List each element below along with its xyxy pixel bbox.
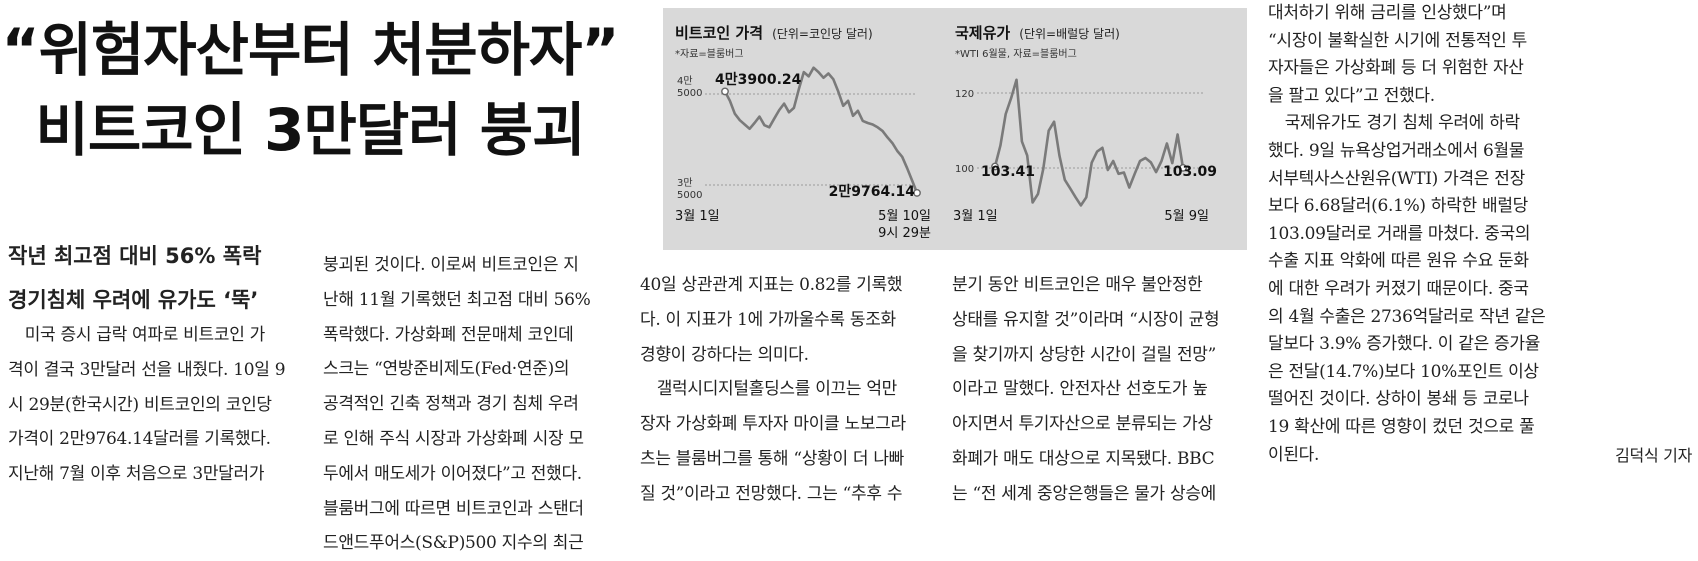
btc-title: 비트코인 가격	[675, 24, 763, 42]
article-column-3: 40일 상관관계 지표는 0.82를 기록했 다. 이 지표가 1에 가까울수록…	[640, 268, 935, 512]
text-line: 미국 증시 급락 여파로 비트코인 가	[8, 325, 266, 345]
btc-end-point	[913, 189, 921, 197]
text-line: 의 4월 수출은 2736억달러로 작년 같은	[1268, 306, 1546, 327]
text-line: 상태를 유지할 것”이라며 “시장이 균형	[952, 309, 1220, 330]
btc-line	[723, 66, 919, 194]
headline-line-1: “위험자산부터 처분하자”	[1, 16, 619, 84]
oil-start-label: 103.41	[981, 164, 1035, 180]
oil-end-point	[1179, 163, 1187, 172]
article-column-2: 붕괴된 것이다. 이로써 비트코인은 지 난해 11월 기록했던 최고점 대비 …	[323, 248, 621, 561]
text-line: 붕괴된 것이다. 이로써 비트코인은 지	[323, 255, 579, 275]
oil-unit: (단위=배럴당 달러)	[1019, 27, 1120, 41]
byline: 김덕식 기자	[1615, 445, 1692, 465]
oil-line	[993, 78, 1185, 207]
chart-panel: 비트코인 가격 (단위=코인당 달러) *자료=블룸버그 4만 5000 3만 50…	[663, 8, 1247, 250]
subheads: 작년 최고점 대비 56% 폭락 경기침체 우려에 유가도 ‘뚝’	[8, 234, 308, 322]
text-line: 질 것”이라고 전망했다. 그는 “추후 수	[640, 483, 903, 504]
text-line: 국제유가도 경기 침체 우려에 하락	[1268, 113, 1520, 134]
text-line: 이라고 말했다. 안전자산 선호도가 높	[952, 379, 1208, 400]
text-line: 갤럭시디지털홀딩스를 이끄는 억만	[640, 379, 898, 400]
text-line: 40일 상관관계 지표는 0.82를 기록했	[640, 275, 903, 295]
article-column-4: 분기 동안 비트코인은 매우 불안정한 상태를 유지할 것”이라며 “시장이 균…	[952, 268, 1247, 512]
text-line: 로 인해 주식 시장과 가상화폐 시장 모	[323, 428, 584, 449]
text-line: 두에서 매도세가 이어졌다”고 전했다.	[323, 463, 582, 484]
oil-xlabel-end: 5월 9일	[1164, 209, 1209, 224]
text-line: 이된다.	[1268, 444, 1320, 465]
text-line-last: 이된다. 김덕식 기자	[1268, 442, 1692, 470]
text-line: 드앤드푸어스(S&P)500 지수의 최근	[323, 533, 584, 554]
text-line: 아지면서 투기자산으로 분류되는 가상	[952, 414, 1213, 435]
text-line: 공격적인 긴축 정책과 경기 침체 우려	[323, 394, 579, 415]
btc-start-point	[721, 87, 729, 96]
text-line: 19 확산에 따른 영향이 컸던 것으로 풀	[1268, 416, 1535, 437]
btc-ytick-2: 3만 5000	[677, 177, 702, 201]
text-line: 츠는 블룸버그를 통해 “상황이 더 나빠	[640, 448, 905, 469]
text-line: 경향이 강하다는 의미다.	[640, 344, 809, 365]
text-line: 대처하기 위해 금리를 인상했다”며	[1268, 3, 1507, 23]
btc-xlabel-start: 3월 1일	[675, 209, 720, 224]
oil-series	[991, 78, 1187, 207]
btc-chart-title: 비트코인 가격 (단위=코인당 달러)	[675, 23, 873, 42]
oil-title: 국제유가	[955, 24, 1010, 42]
oil-xlabel-start: 3월 1일	[953, 209, 998, 224]
subhead-2: 경기침체 우려에 유가도 ‘뚝’	[8, 288, 259, 312]
text-line: 서부텍사스산원유(WTI) 가격은 전장	[1268, 168, 1525, 189]
oil-ytick-2: 100	[955, 164, 974, 175]
oil-chart-title: 국제유가 (단위=배럴당 달러)	[955, 23, 1120, 42]
btc-series	[721, 66, 921, 197]
text-line: “시장이 불확실한 시기에 전통적인 투	[1268, 30, 1527, 51]
text-line: 폭락했다. 가상화폐 전문매체 코인데	[323, 324, 574, 345]
text-line: 화폐가 매도 대상으로 지목됐다. BBC	[952, 448, 1215, 469]
text-line: 블룸버그에 따르면 비트코인과 스탠더	[323, 498, 584, 519]
btc-end-label: 2만9764.14	[829, 184, 916, 200]
text-line: 에 대한 우려가 커졌기 때문이다. 중국	[1268, 278, 1529, 299]
btc-ytick-2b: 5000	[677, 190, 702, 201]
text-line: 가격이 2만9764.14달러를 기록했다.	[8, 429, 271, 450]
oil-start-point	[991, 162, 999, 171]
charts-svg: 비트코인 가격 (단위=코인당 달러) *자료=블룸버그 4만 5000 3만 50…	[675, 23, 1217, 241]
btc-source: *자료=블룸버그	[675, 48, 744, 60]
text-line: 격이 결국 3만달러 선을 내줬다. 10일 9	[8, 359, 286, 380]
text-line: 시 29분(한국시간) 비트코인의 코인당	[8, 394, 272, 415]
text-line: 스크는 “연방준비제도(Fed·연준)의	[323, 359, 570, 380]
text-line: 난해 11월 기록했던 최고점 대비 56%	[323, 289, 591, 310]
text-line: 분기 동안 비트코인은 매우 불안정한	[952, 275, 1203, 295]
text-line: 달보다 3.9% 증가했다. 이 같은 증가율	[1268, 334, 1541, 355]
headline: “위험자산부터 처분하자” 비트코인 3만달러 붕괴	[0, 10, 620, 170]
btc-ytick-1b: 5000	[677, 88, 702, 99]
oil-ytick-1: 120	[955, 89, 974, 100]
oil-source: *WTI 6월물, 자료=블룸버그	[955, 48, 1077, 60]
btc-ytick-1: 4만 5000	[677, 75, 702, 99]
btc-start-label: 4만3900.24	[715, 72, 802, 88]
text-line: 자자들은 가상화폐 등 더 위험한 자산	[1268, 58, 1524, 79]
article-column-5: 대처하기 위해 금리를 인상했다”며 “시장이 불확실한 시기에 전통적인 투 …	[1268, 0, 1692, 469]
text-line: 다. 이 지표가 1에 가까울수록 동조화	[640, 309, 896, 330]
text-line: 지난해 7월 이후 처음으로 3만달러가	[8, 464, 265, 485]
text-line: 장자 가상화폐 투자자 마이클 노보그라	[640, 414, 906, 435]
article-column-1: 미국 증시 급락 여파로 비트코인 가 격이 결국 3만달러 선을 내줬다. 1…	[8, 318, 308, 492]
btc-ytick-2a: 3만	[677, 177, 693, 189]
text-line: 했다. 9일 뉴욕상업거래소에서 6월물	[1268, 140, 1525, 161]
btc-unit: (단위=코인당 달러)	[772, 27, 873, 41]
btc-ytick-1a: 4만	[677, 75, 693, 87]
text-line: 보다 6.68달러(6.1%) 하락한 배럴당	[1268, 196, 1529, 217]
btc-xlabel-time: 9시 29분	[878, 226, 931, 241]
text-line: 떨어진 것이다. 상하이 봉쇄 등 코로나	[1268, 389, 1529, 410]
text-line: 103.09달러로 거래를 마쳤다. 중국의	[1268, 223, 1531, 244]
text-line: 수출 지표 악화에 따른 원유 수요 둔화	[1268, 251, 1529, 272]
text-line: 을 팔고 있다”고 전했다.	[1268, 85, 1435, 106]
btc-xlabel-end: 5월 10일	[878, 209, 931, 224]
subhead-1: 작년 최고점 대비 56% 폭락	[8, 244, 262, 268]
text-line: 을 찾기까지 상당한 시간이 걸릴 전망”	[952, 344, 1217, 365]
text-line: 는 “전 세계 중앙은행들은 물가 상승에	[952, 483, 1217, 504]
text-line: 은 전달(14.7%)보다 10%포인트 이상	[1268, 361, 1539, 382]
headline-line-2: 비트코인 3만달러 붕괴	[35, 96, 586, 164]
oil-end-label: 103.09	[1163, 164, 1217, 180]
